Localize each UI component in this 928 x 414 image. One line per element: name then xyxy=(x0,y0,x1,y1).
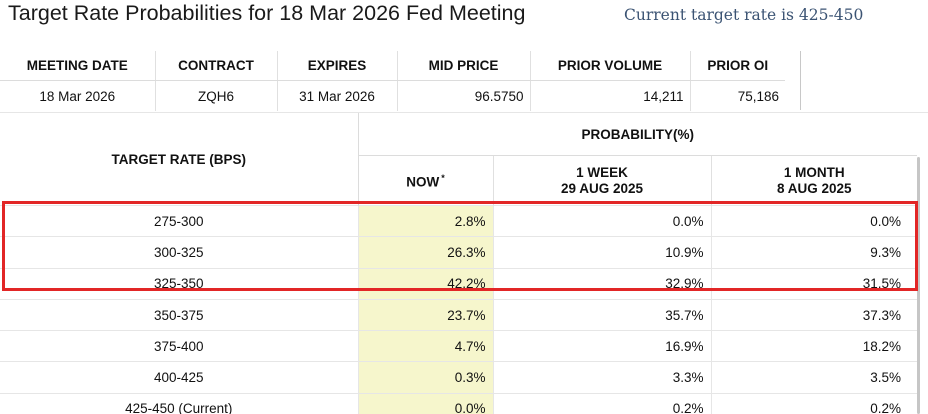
meeting-info-row: 18 Mar 2026 ZQH6 31 Mar 2026 96.5750 14,… xyxy=(0,80,785,111)
expires-header: EXPIRES xyxy=(276,51,397,81)
table-row: 275-300 2.8% 0.0% 0.0% xyxy=(0,204,917,237)
one-week-probability-cell: 16.9% xyxy=(492,330,711,362)
table-scrollbar[interactable] xyxy=(917,157,920,414)
probability-subheader-row: NOW * 1 WEEK 29 AUG 2025 1 MONTH 8 AUG 20… xyxy=(0,155,917,206)
one-month-date: 8 AUG 2025 xyxy=(776,180,852,196)
one-week-probability-cell: 0.0% xyxy=(492,204,711,237)
one-month-probability-cell: 31.5% xyxy=(710,267,917,300)
one-month-column-header[interactable]: 1 MONTH 8 AUG 2025 xyxy=(710,155,917,206)
prior-volume-value: 14,211 xyxy=(529,80,690,111)
meeting-info-header-row: MEETING DATE CONTRACT EXPIRES MID PRICE … xyxy=(0,51,785,81)
one-week-label: 1 WEEK xyxy=(576,164,628,180)
one-month-probability-cell: 37.3% xyxy=(710,298,917,331)
now-header-label: NOW xyxy=(406,174,440,190)
one-week-probability-cell: 10.9% xyxy=(492,236,711,269)
one-month-probability-cell: 0.2% xyxy=(710,392,917,414)
target-rate-cell: 400-425 xyxy=(0,361,358,394)
one-week-probability-cell: 0.2% xyxy=(492,392,711,414)
one-month-label: 1 MONTH xyxy=(783,164,845,180)
target-rate-cell: 425-450 (Current) xyxy=(0,392,358,414)
now-probability-cell: 4.7% xyxy=(357,330,493,362)
target-rate-cell: 350-375 xyxy=(0,298,358,331)
probability-header-row: TARGET RATE (BPS) PROBABILITY(%) xyxy=(0,113,917,206)
now-probability-cell: 2.8% xyxy=(357,204,493,237)
one-month-probability-cell: 3.5% xyxy=(710,361,917,394)
now-probability-cell: 42.2% xyxy=(357,267,493,300)
mid-price-header: MID PRICE xyxy=(396,51,530,81)
target-rate-cell: 375-400 xyxy=(0,330,358,362)
table-row: 375-400 4.7% 16.9% 18.2% xyxy=(0,330,917,362)
contract-value: ZQH6 xyxy=(154,80,277,111)
target-rate-cell: 275-300 xyxy=(0,204,358,237)
one-month-probability-cell: 18.2% xyxy=(710,330,917,362)
now-probability-cell: 0.0% xyxy=(357,392,493,414)
table-row: 325-350 42.2% 32.9% 31.5% xyxy=(0,267,917,300)
now-column-header[interactable]: NOW * xyxy=(357,155,493,206)
one-week-column-header[interactable]: 1 WEEK 29 AUG 2025 xyxy=(492,155,711,206)
table-row: 425-450 (Current) 0.0% 0.2% 0.2% xyxy=(0,392,917,414)
meeting-date-value: 18 Mar 2026 xyxy=(0,80,155,111)
one-month-probability-cell: 0.0% xyxy=(710,204,917,237)
prior-volume-header: PRIOR VOLUME xyxy=(529,51,690,81)
prior-oi-header: PRIOR OI xyxy=(689,51,785,81)
section-divider xyxy=(0,112,928,113)
contract-header: CONTRACT xyxy=(154,51,277,81)
now-probability-cell: 26.3% xyxy=(357,236,493,269)
one-week-probability-cell: 35.7% xyxy=(492,298,711,331)
one-week-date: 29 AUG 2025 xyxy=(560,180,644,196)
one-week-probability-cell: 3.3% xyxy=(492,361,711,394)
expires-value: 31 Mar 2026 xyxy=(276,80,397,111)
one-week-probability-cell: 32.9% xyxy=(492,267,711,300)
table-row: 300-325 26.3% 10.9% 9.3% xyxy=(0,236,917,269)
meeting-date-header: MEETING DATE xyxy=(0,51,155,81)
now-probability-cell: 0.3% xyxy=(357,361,493,394)
current-target-rate: Current target rate is 425-450 xyxy=(624,6,864,24)
meeting-info-table: MEETING DATE CONTRACT EXPIRES MID PRICE … xyxy=(0,51,785,111)
one-month-probability-cell: 9.3% xyxy=(710,236,917,269)
table-row: 350-375 23.7% 35.7% 37.3% xyxy=(0,298,917,331)
page-title: Target Rate Probabilities for 18 Mar 202… xyxy=(8,1,526,25)
now-probability-cell: 23.7% xyxy=(357,298,493,331)
target-rate-header: TARGET RATE (BPS) xyxy=(0,113,359,206)
prior-oi-value: 75,186 xyxy=(689,80,785,111)
probability-table: TARGET RATE (BPS) PROBABILITY(%) NOW * 1 … xyxy=(0,113,917,414)
mid-price-value: 96.5750 xyxy=(396,80,530,111)
target-rate-cell: 325-350 xyxy=(0,267,358,300)
probability-header: PROBABILITY(%) xyxy=(357,113,917,156)
table-row: 400-425 0.3% 3.3% 3.5% xyxy=(0,361,917,394)
target-rate-cell: 300-325 xyxy=(0,236,358,269)
info-table-divider xyxy=(800,51,801,110)
now-asterisk: * xyxy=(441,173,445,184)
